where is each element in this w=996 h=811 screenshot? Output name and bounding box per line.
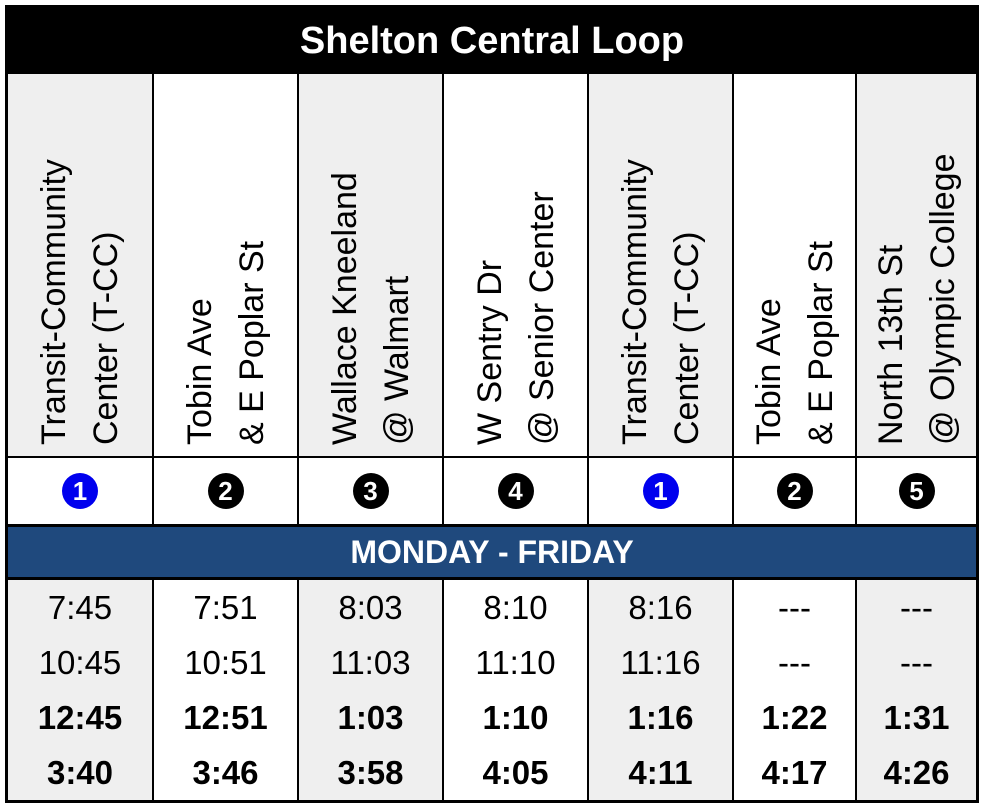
stop-name-line2: @ Olympic College <box>923 153 962 446</box>
stop-header-7: North 13th St @ Olympic College <box>857 74 976 456</box>
stop-number-badge: 2 <box>776 473 813 509</box>
stop-header-2: Tobin Ave & E Poplar St <box>154 74 299 456</box>
departure-time: 10:51 <box>184 643 267 681</box>
time-column: 8:16 11:16 1:16 4:11 <box>589 580 734 800</box>
departure-time: --- <box>900 588 933 626</box>
stop-header-5: Transit-Community Center (T-CC) <box>589 74 734 456</box>
time-column: 8:10 11:10 1:10 4:05 <box>444 580 589 800</box>
time-column: 8:03 11:03 1:03 3:58 <box>299 580 444 800</box>
departure-time: 4:26 <box>883 753 950 791</box>
departure-time: 12:51 <box>183 698 268 736</box>
stop-number-badge: 1 <box>642 473 679 509</box>
stop-name-line2: @ Walmart <box>377 275 416 445</box>
stop-header-1: Transit-Community Center (T-CC) <box>8 74 154 456</box>
departure-time: 12:45 <box>37 698 123 736</box>
stop-name-line2: @ Senior Center <box>522 191 561 445</box>
time-column: --- --- 1:22 4:17 <box>734 580 857 800</box>
service-days-banner: MONDAY - FRIDAY <box>8 524 976 580</box>
departure-time: 7:51 <box>193 588 258 626</box>
stop-name-line2: Center (T-CC) <box>667 231 706 445</box>
route-title: Shelton Central Loop <box>8 8 976 74</box>
stop-number-cell: 5 <box>857 456 976 524</box>
departure-time: 3:58 <box>337 753 404 791</box>
stop-name-line2: Center (T-CC) <box>87 231 125 445</box>
departure-time: 8:10 <box>483 588 548 626</box>
stop-name-line1: Transit-Community <box>35 159 73 445</box>
stop-number-cell: 2 <box>734 456 857 524</box>
departure-time: 8:16 <box>628 588 693 626</box>
stop-name-line2: & E Poplar St <box>232 240 271 445</box>
departure-time: 7:45 <box>47 588 113 626</box>
departure-time: 1:03 <box>337 698 404 736</box>
stop-number-badge: 5 <box>898 473 935 509</box>
stop-name-line1: Tobin Ave <box>749 298 788 445</box>
departure-time: 8:03 <box>338 588 403 626</box>
departure-time: 11:10 <box>475 643 556 681</box>
departure-time: --- <box>778 588 811 626</box>
departure-time: 1:31 <box>883 698 950 736</box>
departure-time: --- <box>900 643 933 681</box>
stop-name-line1: Tobin Ave <box>180 298 219 445</box>
departure-time: 4:11 <box>628 753 693 791</box>
stop-number-cell: 4 <box>444 456 589 524</box>
departure-time: 3:40 <box>46 753 114 791</box>
stop-name-line2: & E Poplar St <box>801 240 840 445</box>
stop-number-badge: 4 <box>497 473 534 509</box>
time-column: 7:45 10:45 12:45 3:40 <box>8 580 154 800</box>
stop-number-cell: 2 <box>154 456 299 524</box>
stop-header-3: Wallace Kneeland @ Walmart <box>299 74 444 456</box>
stop-number-cell: 3 <box>299 456 444 524</box>
stop-name-line1: Wallace Kneeland <box>325 172 364 445</box>
stop-number-cell: 1 <box>589 456 734 524</box>
departure-time: 11:16 <box>620 643 701 681</box>
stop-header-4: W Sentry Dr @ Senior Center <box>444 74 589 456</box>
departure-time: 1:22 <box>761 698 828 736</box>
route-schedule-table: Shelton Central Loop Transit-Community Ce… <box>5 5 979 803</box>
departure-time: 1:10 <box>482 698 549 736</box>
departure-time: 11:03 <box>330 643 411 681</box>
stop-number-badge: 1 <box>62 473 98 509</box>
departure-time: --- <box>778 643 811 681</box>
departure-time: 4:17 <box>761 753 828 791</box>
departure-time: 3:46 <box>192 753 259 791</box>
departure-time: 1:16 <box>627 698 694 736</box>
stop-name-line1: North 13th St <box>871 244 910 445</box>
stop-number-badge: 2 <box>207 473 244 509</box>
departure-time: 4:05 <box>482 753 549 791</box>
stop-number-badge: 3 <box>352 473 389 509</box>
stop-name-line1: W Sentry Dr <box>470 259 509 445</box>
stop-header-6: Tobin Ave & E Poplar St <box>734 74 857 456</box>
time-column: 7:51 10:51 12:51 3:46 <box>154 580 299 800</box>
time-column: --- --- 1:31 4:26 <box>857 580 976 800</box>
stop-name-line1: Transit-Community <box>615 159 654 445</box>
departure-time: 10:45 <box>38 643 122 681</box>
stop-number-cell: 1 <box>8 456 154 524</box>
